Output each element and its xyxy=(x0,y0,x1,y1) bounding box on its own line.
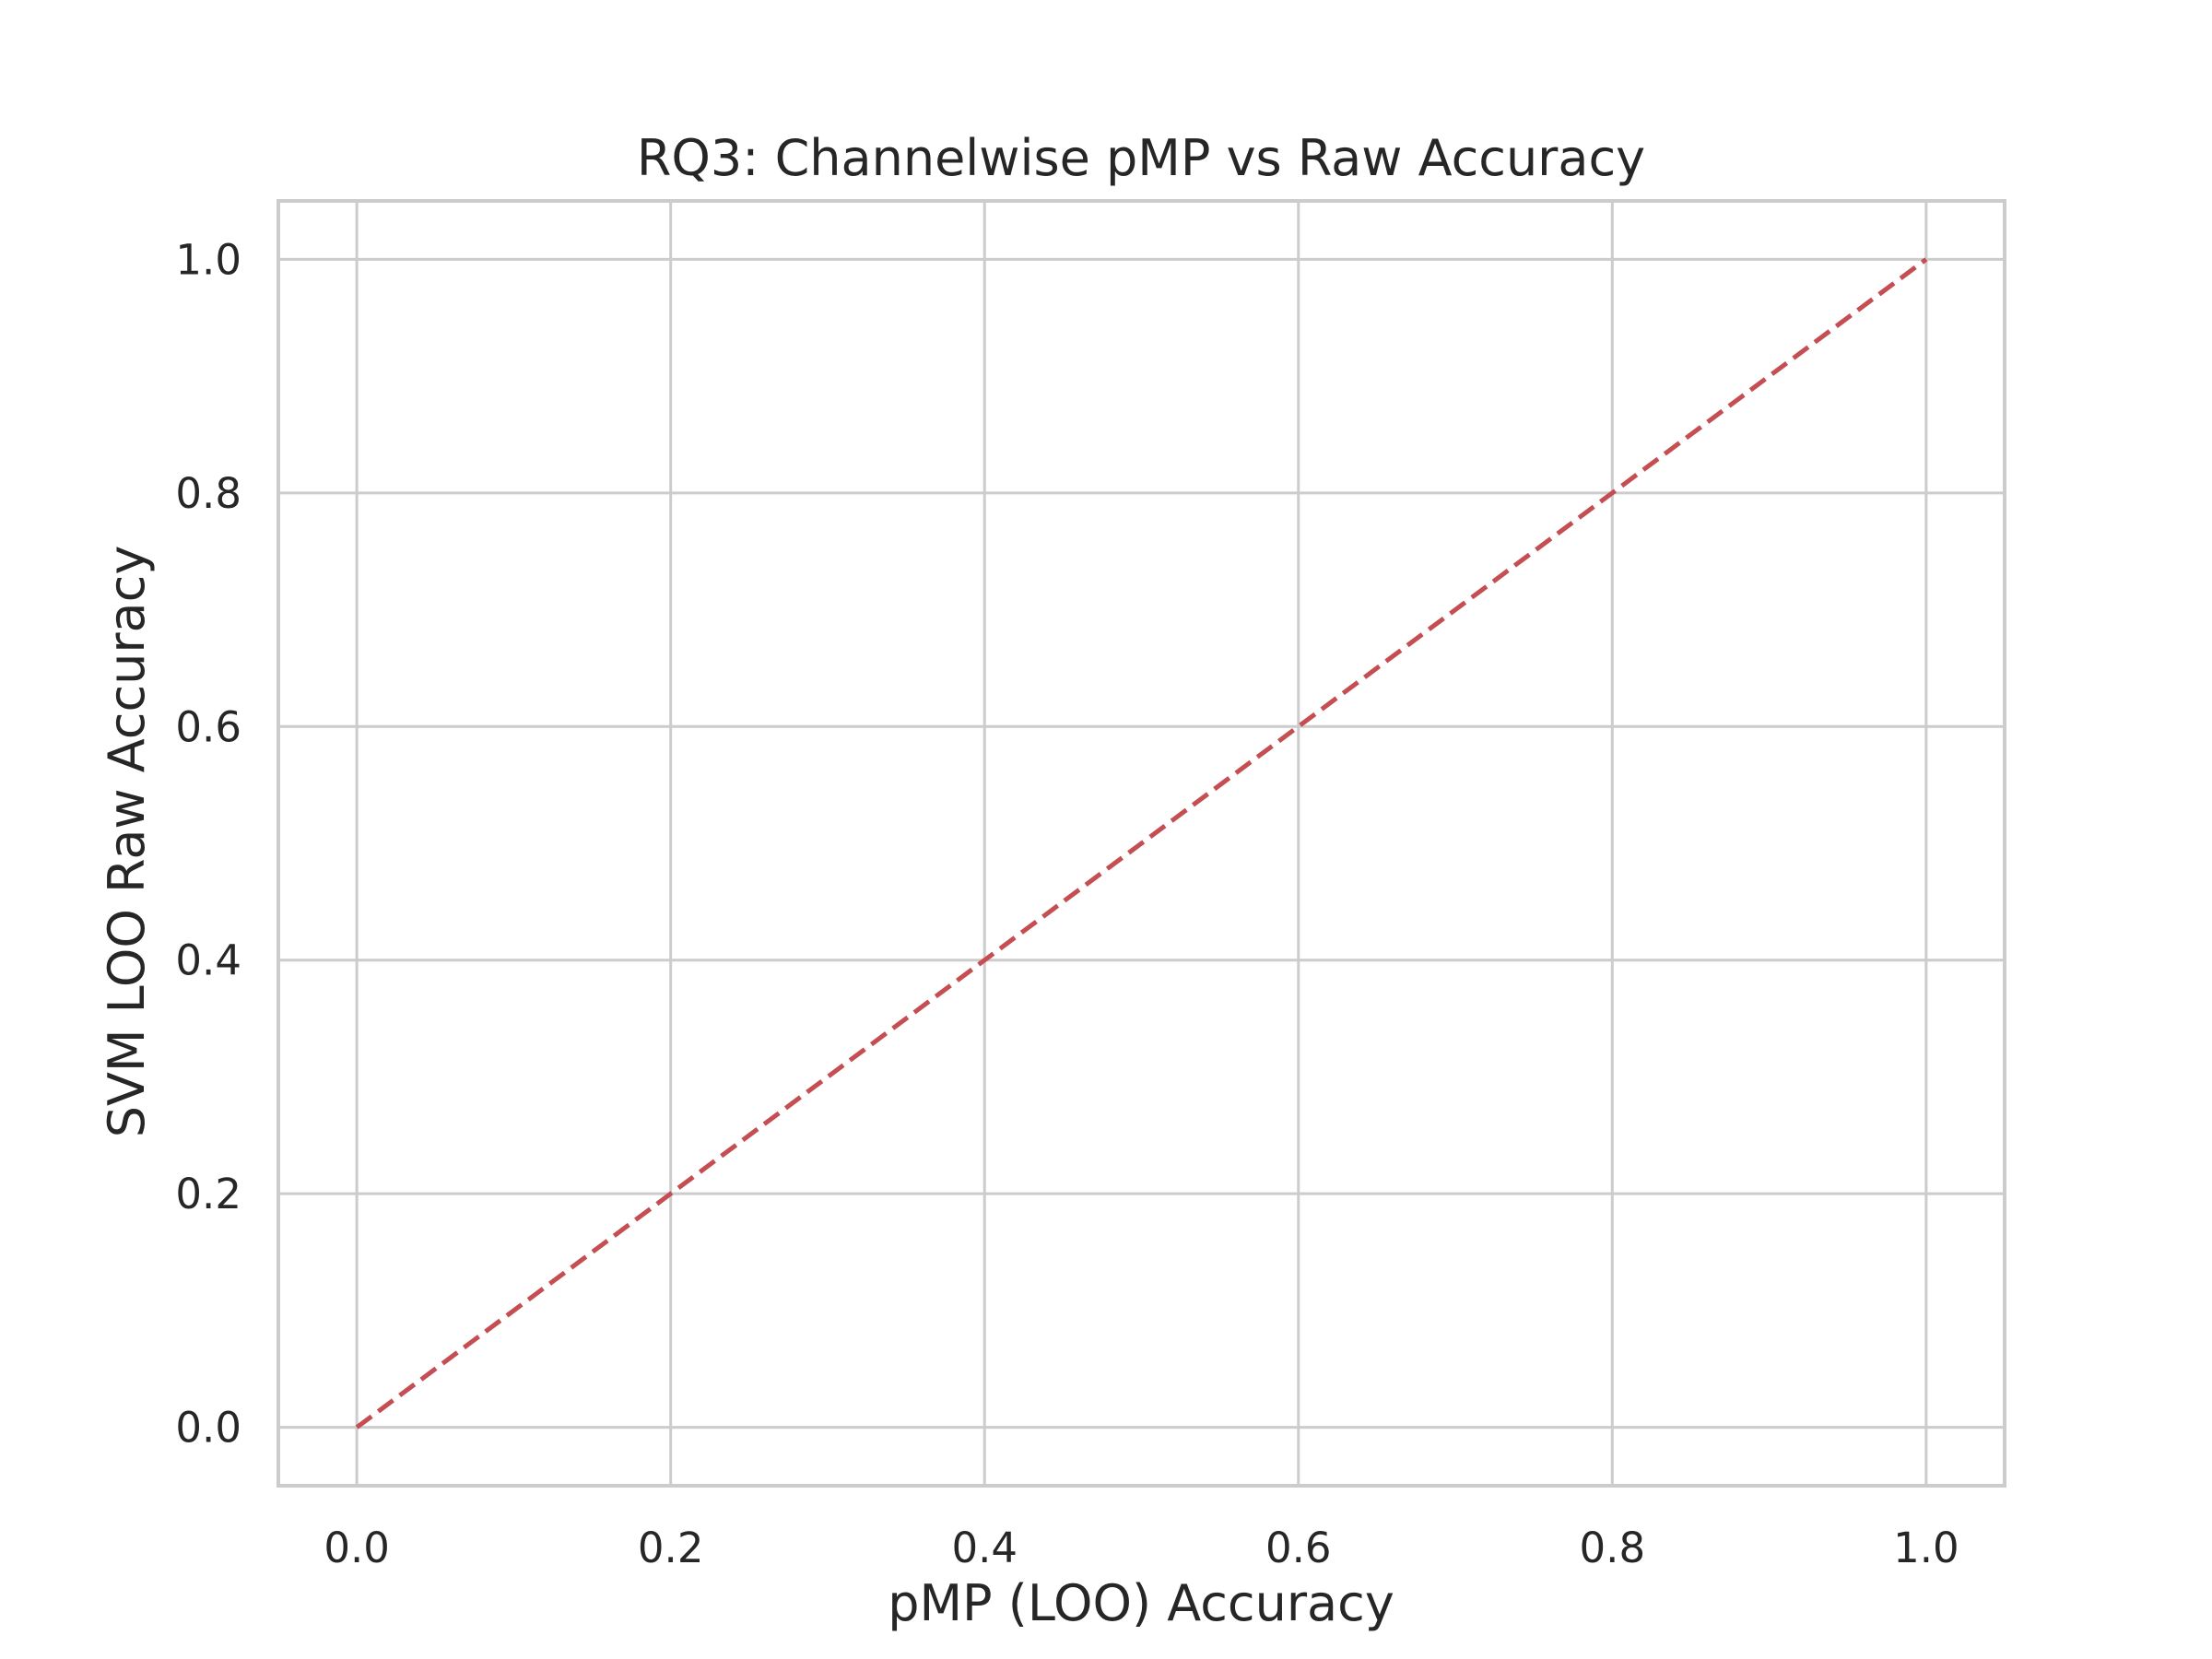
y-tick-label: 0.2 xyxy=(175,1170,241,1218)
y-tick-label: 0.4 xyxy=(175,936,241,985)
plot-frame xyxy=(276,199,2006,1488)
y-tick-label: 1.0 xyxy=(175,235,241,284)
x-tick-labels: 0.0 0.2 0.4 0.6 0.8 1.0 xyxy=(324,1524,1959,1572)
series-layer xyxy=(355,257,1928,1430)
x-tick-label: 0.6 xyxy=(1265,1524,1332,1572)
y-tick-label: 0.0 xyxy=(175,1404,241,1453)
grid xyxy=(278,201,2005,1486)
chart-title: RQ3: Channelwise pMP vs Raw Accuracy xyxy=(637,129,1645,187)
x-tick-label: 0.8 xyxy=(1580,1524,1646,1572)
reference-line xyxy=(355,257,1928,1430)
x-tick-label: 1.0 xyxy=(1893,1524,1959,1572)
y-axis-label: SVM LOO Raw Accuracy xyxy=(98,546,156,1138)
y-tick-label: 0.6 xyxy=(175,702,241,751)
y-tick-labels: 0.0 0.2 0.4 0.6 0.8 1.0 xyxy=(175,235,241,1452)
x-tick-label: 0.0 xyxy=(324,1524,390,1572)
x-axis-label: pMP (LOO) Accuracy xyxy=(888,1574,1394,1632)
y-tick-label: 0.8 xyxy=(175,469,241,518)
x-tick-label: 0.2 xyxy=(638,1524,704,1572)
x-tick-label: 0.4 xyxy=(951,1524,1018,1572)
